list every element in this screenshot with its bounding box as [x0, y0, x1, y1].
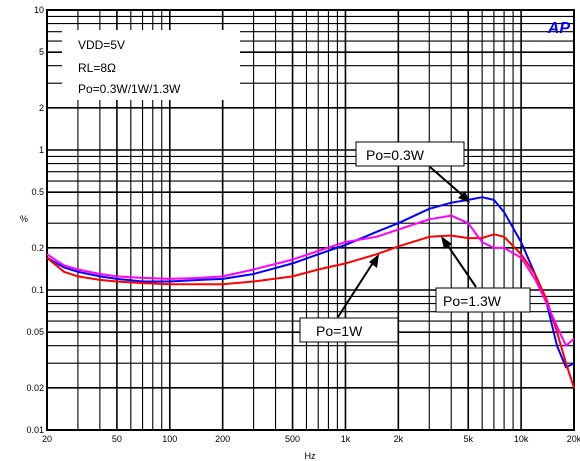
y-tick-label: 10 [34, 5, 44, 15]
tick-labels: 20 50 100 200 500 1k 2k 5k 10k 20k 10 5 2 1 0.5 0.2 0.1 0… [26, 5, 580, 444]
y-tick-label: 0.02 [26, 383, 44, 393]
conditions-box: VDD=5V RL=8Ω Po=0.3W/1W/1.3W [62, 30, 240, 100]
annotation-po13: Po=1.3W [443, 293, 502, 309]
svg-text:AP: AP [547, 20, 571, 37]
arrow-po1 [337, 257, 377, 318]
x-tick-label: 5k [463, 434, 473, 444]
arrow-po13 [443, 239, 477, 288]
x-tick-label: 20k [567, 434, 580, 444]
x-tick-label: 10k [514, 434, 529, 444]
condition-vdd: VDD=5V [78, 38, 125, 52]
annotation-po1: Po=1W [316, 323, 363, 339]
plot-frame [46, 9, 575, 431]
x-tick-label: 2k [394, 434, 404, 444]
arrowhead-po03 [458, 191, 470, 203]
condition-rl: RL=8Ω [78, 61, 116, 75]
arrowhead-po13 [441, 236, 452, 249]
y-tick-label: 0.01 [26, 425, 44, 435]
label-box-po03 [355, 141, 465, 167]
corner-logo: AP [547, 20, 571, 37]
series-line-1 [46, 233, 575, 389]
x-tick-label: 50 [112, 434, 122, 444]
x-tick-label: 200 [215, 434, 230, 444]
series-line-0 [46, 196, 575, 369]
x-tick-label: 500 [285, 434, 300, 444]
x-tick-label: 20 [42, 434, 52, 444]
y-tick-label: 2 [39, 103, 44, 113]
y-tick-label: 1 [39, 145, 44, 155]
condition-po: Po=0.3W/1W/1.3W [78, 82, 181, 96]
y-tick-label: 0.2 [31, 243, 44, 253]
series-lines [46, 196, 575, 389]
x-tick-label: 100 [162, 434, 177, 444]
x-axis-label: Hz [305, 451, 316, 461]
y-tick-label: 0.1 [31, 285, 44, 295]
y-axis-label: % [20, 214, 28, 224]
y-tick-label: 0.05 [26, 327, 44, 337]
label-box-po1 [299, 317, 399, 343]
annotation-po03: Po=0.3W [366, 147, 425, 163]
series-line-2 [46, 214, 575, 347]
label-box-po13 [435, 287, 531, 313]
annotations: Po=0.3W Po=1.3W Po=1W [299, 141, 531, 343]
arrowhead-po1 [369, 254, 379, 268]
x-tick-label: 1k [341, 434, 351, 444]
y-tick-label: 5 [39, 47, 44, 57]
y-tick-label: 0.5 [31, 187, 44, 197]
